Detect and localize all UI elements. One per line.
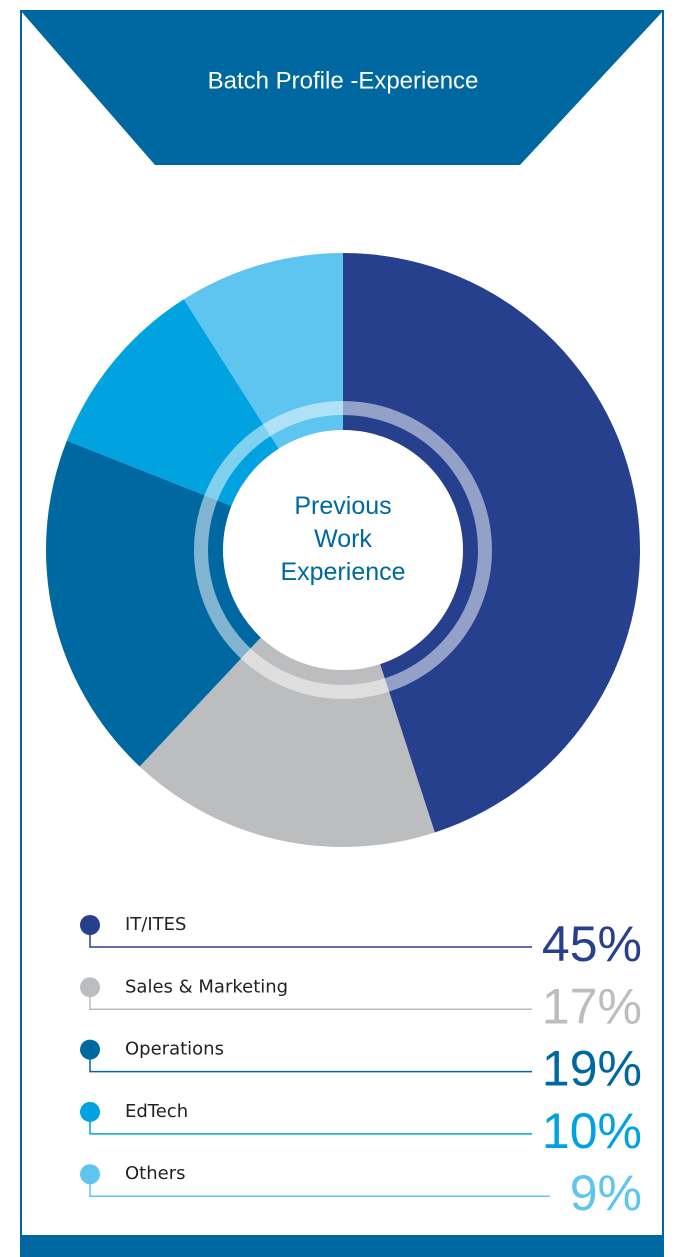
footer-bar [20, 1235, 664, 1257]
center-ring [194, 401, 492, 699]
legend-label: Operations [125, 1039, 224, 1060]
value-label: 9% [570, 1165, 642, 1221]
center-label: Previous Work Experience [280, 492, 406, 586]
value-label: 19% [542, 1041, 642, 1097]
legend-dot [80, 915, 100, 935]
legend: IT/ITES 45% Sales & Marketing 17% Operations… [80, 914, 642, 1221]
center-hole [223, 430, 463, 670]
value-label: 45% [542, 916, 642, 972]
border-left [20, 10, 22, 1240]
border-right [662, 10, 664, 1240]
legend-dot [80, 1101, 100, 1122]
legend-dot [80, 977, 100, 998]
legend-dot [80, 1164, 100, 1185]
legend-label: Sales & Marketing [125, 976, 288, 997]
value-label: 17% [542, 978, 642, 1034]
value-label: 10% [542, 1103, 642, 1159]
chart-title: Batch Profile -Experience [208, 67, 479, 94]
legend-label: EdTech [125, 1101, 188, 1122]
legend-label: Others [125, 1163, 186, 1184]
legend-dot [80, 1039, 100, 1060]
legend-label: IT/ITES [125, 914, 186, 935]
header-banner [20, 10, 664, 165]
pie [46, 253, 640, 847]
